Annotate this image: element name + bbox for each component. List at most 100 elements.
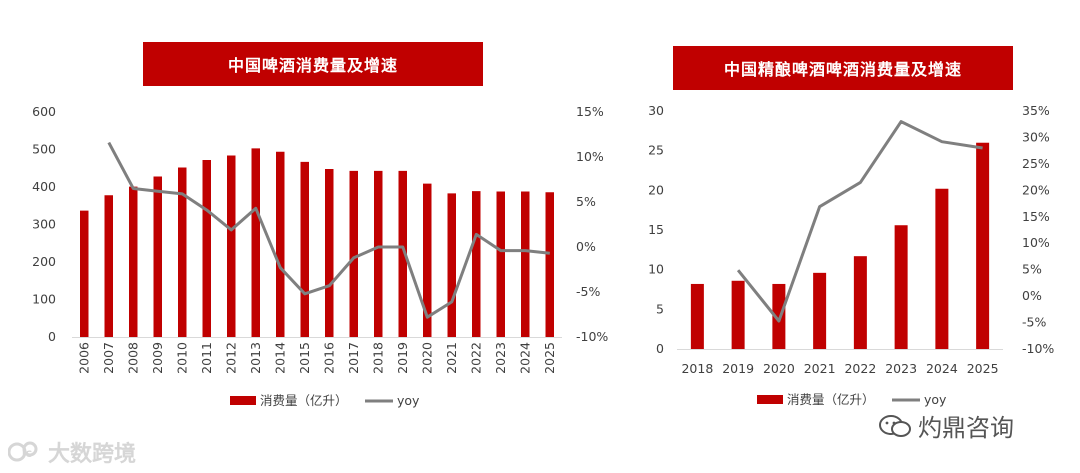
bar-2013 (251, 148, 260, 337)
bar-2011 (202, 160, 211, 337)
x-tick-label: 2018 (681, 361, 713, 376)
x-tick-label: 2023 (493, 342, 508, 374)
y-tick-right-label: 0% (1022, 288, 1042, 303)
bar-2018 (374, 170, 383, 337)
y-tick-right-label: 5% (576, 194, 596, 209)
bar-2025 (545, 192, 554, 337)
x-tick-label: 2020 (419, 342, 434, 374)
x-tick-label: 2008 (125, 342, 140, 374)
x-tick-label: 2007 (101, 342, 116, 374)
watermark-right: 灼鼎咨询 (878, 408, 1014, 443)
bar-2021 (447, 193, 456, 337)
bar-2019 (398, 170, 407, 337)
bar-2023 (894, 225, 908, 349)
y-tick-right-label: 30% (1022, 129, 1050, 144)
left-chart-title: 中国啤酒消费量及增速 (143, 42, 483, 86)
x-tick-label: 2014 (272, 342, 287, 374)
bar-2024 (521, 191, 530, 337)
x-tick-label: 2025 (542, 342, 557, 374)
x-tick-label: 2022 (844, 361, 876, 376)
x-tick-label: 2012 (223, 342, 238, 374)
legend-line-label: yoy (924, 392, 947, 407)
x-tick-label: 2020 (763, 361, 795, 376)
y-tick-right-label: 20% (1022, 182, 1050, 197)
y-tick-left-label: 20 (648, 182, 664, 197)
bar-2006 (80, 210, 89, 337)
right-chart-title: 中国精酿啤酒啤酒消费量及增速 (673, 46, 1013, 90)
y-tick-left-label: 100 (32, 292, 56, 307)
x-tick-label: 2025 (967, 361, 999, 376)
y-tick-left-label: 15 (648, 222, 664, 237)
bar-2021 (813, 272, 827, 349)
y-tick-left-label: 300 (32, 217, 56, 232)
y-tick-right-label: 0% (576, 239, 596, 254)
wechat-icon (879, 414, 911, 437)
bar-2009 (153, 176, 162, 337)
bar-2014 (276, 151, 285, 337)
watermark-left-text: 大数跨境 (48, 442, 137, 467)
watermark-right-text: 灼鼎咨询 (918, 414, 1014, 442)
y-tick-right-label: 5% (1022, 262, 1042, 277)
y-tick-left-label: 400 (32, 179, 56, 194)
yoy-line (107, 141, 550, 319)
legend-bar-swatch (757, 395, 783, 404)
bar-2020 (772, 283, 786, 349)
y-tick-right-label: 15% (1022, 209, 1050, 224)
brand-logo-icon: IC (8, 441, 38, 462)
svg-text:IC: IC (22, 450, 32, 460)
bar-2007 (104, 195, 113, 337)
legend-bar-label: 消费量（亿升） (260, 393, 348, 408)
x-tick-label: 2018 (370, 342, 385, 374)
bar-2022 (853, 256, 867, 349)
x-tick-label: 2023 (885, 361, 917, 376)
bar-2008 (129, 186, 138, 337)
x-tick-label: 2024 (926, 361, 958, 376)
bar-2024 (935, 188, 949, 349)
bar-2020 (423, 183, 432, 337)
y-tick-left-label: 30 (648, 103, 664, 118)
bar-2010 (178, 167, 187, 337)
x-tick-label: 2022 (468, 342, 483, 374)
x-tick-label: 2015 (297, 342, 312, 374)
bar-2019 (731, 280, 745, 349)
x-tick-label: 2024 (517, 342, 532, 374)
y-tick-left-label: 500 (32, 142, 56, 157)
bar-2016 (325, 169, 334, 337)
y-tick-right-label: 10% (576, 149, 604, 164)
y-tick-right-label: 25% (1022, 156, 1050, 171)
y-tick-right-label: -5% (1022, 315, 1046, 330)
watermark-left: IC 大数跨境 (8, 436, 136, 468)
x-tick-label: 2010 (174, 342, 189, 374)
y-tick-right-label: -10% (576, 329, 608, 344)
bar-2022 (472, 191, 481, 337)
bar-2012 (227, 155, 236, 337)
x-tick-label: 2006 (76, 342, 91, 374)
x-tick-label: 2017 (346, 342, 361, 374)
legend-line-label: yoy (397, 393, 420, 408)
bar-2018 (690, 283, 704, 349)
x-tick-label: 2019 (722, 361, 754, 376)
y-tick-left-label: 200 (32, 254, 56, 269)
x-tick-label: 2021 (804, 361, 836, 376)
y-tick-left-label: 0 (48, 329, 56, 344)
x-tick-label: 2011 (199, 342, 214, 374)
bar-2015 (300, 161, 309, 337)
y-tick-right-label: 15% (576, 104, 604, 119)
x-tick-label: 2016 (321, 342, 336, 374)
y-tick-right-label: -5% (576, 284, 600, 299)
y-tick-left-label: 10 (648, 262, 664, 277)
x-tick-label: 2013 (248, 342, 263, 374)
bar-2023 (496, 191, 505, 337)
y-tick-right-label: 35% (1022, 103, 1050, 118)
legend-bar-swatch (230, 396, 256, 405)
bar-2017 (349, 170, 358, 337)
bar-2025 (976, 142, 990, 349)
x-tick-label: 2019 (395, 342, 410, 374)
y-tick-left-label: 0 (656, 341, 664, 356)
yoy-line (736, 120, 983, 323)
x-tick-label: 2009 (150, 342, 165, 374)
y-tick-left-label: 5 (656, 301, 664, 316)
y-tick-left-label: 25 (648, 143, 664, 158)
y-tick-left-label: 600 (32, 104, 56, 119)
